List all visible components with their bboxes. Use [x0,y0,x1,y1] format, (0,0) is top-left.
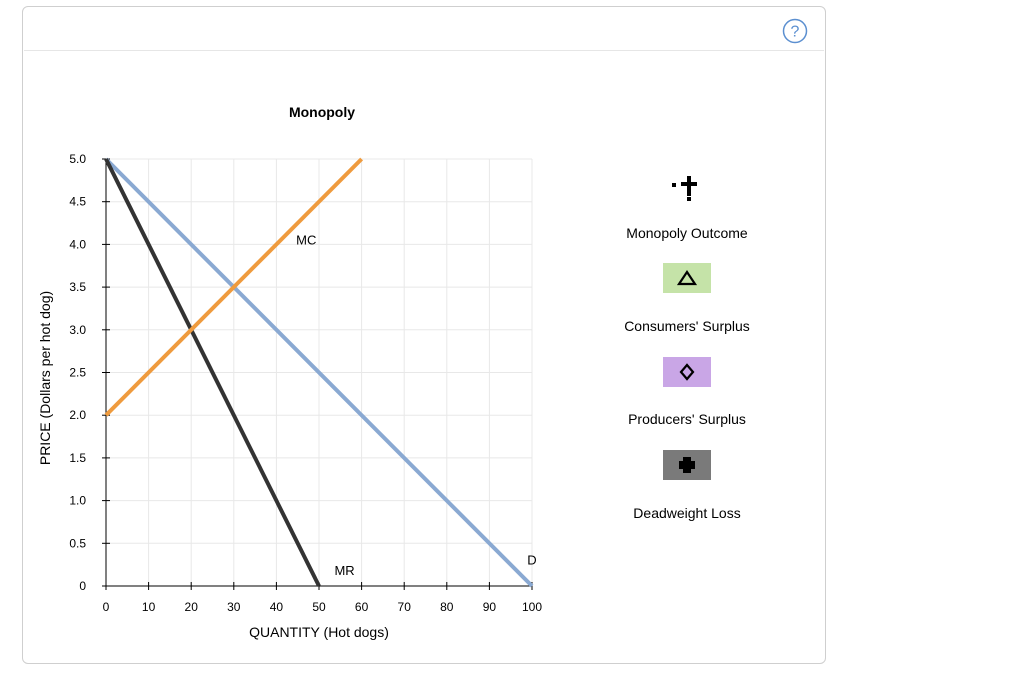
y-tick-label: 2.0 [69,408,86,422]
series-label-d: D [527,553,536,568]
y-tick-label: 0.5 [69,536,86,550]
y-tick-label: 2.5 [69,366,86,380]
chart-axes: 0 10 20 30 40 50 60 70 80 90 100 0 0.5 1.0 1.5 2.0 2.5 3.… [69,152,542,614]
legend-label-consumers-surplus: Consumers' Surplus [624,318,750,334]
y-tick-label: 3.5 [69,280,86,294]
legend-label-monopoly-outcome: Monopoly Outcome [626,225,748,241]
y-tick-label: 4.5 [69,195,86,209]
deadweight-loss-tool[interactable] [663,450,711,480]
legend-label-deadweight-loss: Deadweight Loss [633,505,741,521]
cross-point-icon [672,176,697,201]
x-tick-label: 10 [142,600,156,614]
chart-series[interactable] [104,157,534,588]
chart-title: Monopoly [289,104,355,120]
legend-label-producers-surplus: Producers' Surplus [628,411,746,427]
x-tick-label: 100 [522,600,542,614]
x-tick-label: 80 [440,600,454,614]
x-tick-label: 40 [270,600,284,614]
x-axis-label: QUANTITY (Hot dogs) [249,624,389,640]
x-tick-label: 50 [312,600,326,614]
x-tick-label: 20 [185,600,199,614]
graph-panel [22,6,826,664]
series-label-mr: MR [334,563,354,578]
series-line-mr[interactable] [104,158,321,587]
header-divider [24,50,824,51]
help-button[interactable]: ? [782,18,808,44]
y-tick-label: 1.0 [69,494,86,508]
x-tick-label: 0 [103,600,110,614]
y-tick-label: 4.0 [69,237,86,251]
monopoly-outcome-tool[interactable] [662,172,710,202]
y-tick-label: 1.5 [69,451,86,465]
series-line-d[interactable] [104,157,534,588]
plus-icon [679,457,695,473]
diamond-icon [679,363,695,381]
x-tick-label: 60 [355,600,369,614]
svg-text:?: ? [791,24,800,41]
y-tick-label: 5.0 [69,152,86,166]
series-label-mc: MC [296,232,316,247]
chart-labels: MC MR D [296,232,537,577]
producers-surplus-tool[interactable] [663,357,711,387]
y-axis-label: PRICE (Dollars per hot dog) [37,291,53,465]
question-mark-icon: ? [782,18,808,44]
y-tick-label: 0 [79,579,86,593]
x-tick-label: 30 [227,600,241,614]
triangle-icon [676,270,698,286]
y-tick-label: 3.0 [69,323,86,337]
consumers-surplus-tool[interactable] [663,263,711,293]
x-tick-label: 90 [483,600,497,614]
x-tick-label: 70 [398,600,412,614]
series-line-mc[interactable] [104,157,364,417]
